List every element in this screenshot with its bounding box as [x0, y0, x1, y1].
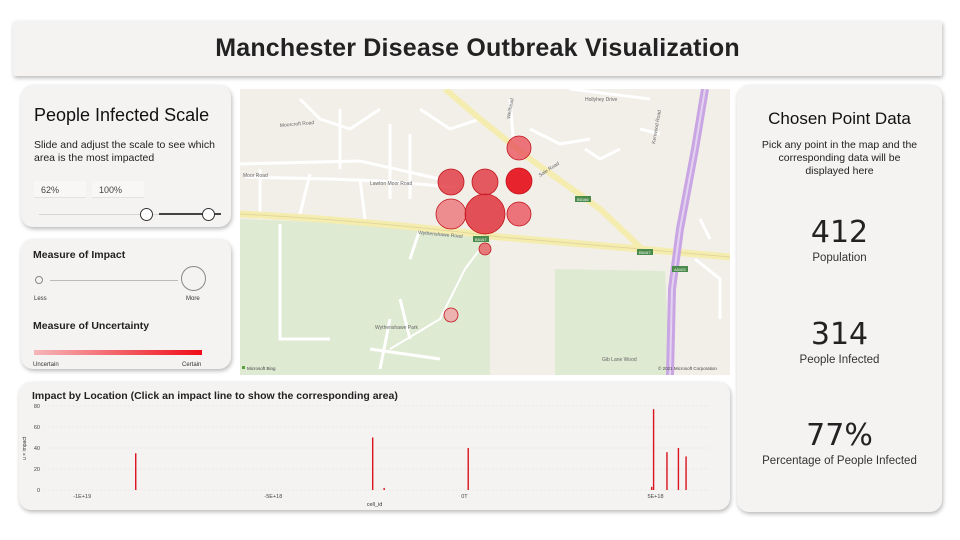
scale-min-input[interactable]: 62%: [34, 181, 86, 198]
impact-line[interactable]: [371, 437, 374, 491]
population-value: 412: [810, 215, 869, 250]
sale-road: [443, 89, 643, 250]
impact-bubble[interactable]: [505, 167, 533, 195]
y-tick-label: 60: [34, 425, 40, 431]
uncertainty-gradient: [34, 350, 202, 355]
x-axis-label: cell_id: [367, 502, 383, 507]
impact-legend-title: Measure of Impact: [33, 249, 126, 261]
slider-track: [39, 214, 159, 215]
impact-size-legend: Less More: [33, 261, 219, 307]
legend-card: Measure of Impact Less More Measure of U…: [21, 239, 231, 369]
road-shield: B5167: [475, 237, 487, 242]
road-label-lawton-moor: Lawton Moor Road: [370, 181, 412, 187]
impact-bubble[interactable]: [506, 201, 532, 227]
slider-active-track: [159, 213, 221, 215]
chosen-point-title: Chosen Point Data: [768, 109, 911, 128]
impact-line[interactable]: [650, 486, 653, 490]
impact-bubble[interactable]: [443, 307, 459, 323]
road-label-hollyhey: Hollyhey Drive: [585, 97, 617, 103]
stat-people-infected: 314 People Infected: [737, 317, 942, 366]
x-tick-label: -1E+19: [73, 494, 91, 500]
population-label: Population: [812, 252, 867, 264]
impact-line[interactable]: [467, 448, 469, 490]
chart-canvas[interactable]: 0 20 40 60 80 -1E+19 -5E+18 0T 5E+18 u × impact…: [19, 400, 717, 507]
impact-line[interactable]: [666, 452, 668, 490]
impact-bubble[interactable]: [471, 168, 499, 196]
uncertainty-low-label: Uncertain: [33, 362, 59, 368]
y-tick-label: 40: [34, 446, 40, 452]
scale-title: People Infected Scale: [34, 105, 210, 125]
impact-line[interactable]: [135, 453, 137, 490]
small-circle-icon: [35, 276, 43, 284]
y-tick-label: 0: [37, 488, 40, 494]
scale-range-slider[interactable]: [34, 206, 221, 222]
impact-bubble[interactable]: [478, 242, 492, 256]
impact-by-location-chart: Impact by Location (Click an impact line…: [19, 382, 730, 510]
road-label-wellhead: Wellhead: [506, 98, 516, 120]
road-shield: B5166: [577, 197, 589, 202]
slider-max-handle[interactable]: [202, 208, 215, 221]
x-tick-label: -5E+18: [264, 494, 282, 500]
wood-label: Gib Lane Wood: [602, 357, 637, 363]
park-label: Wythenshawe Park: [375, 325, 419, 331]
copyright-attribution: © 2021 Microsoft Corporation: [658, 365, 717, 371]
impact-bubble[interactable]: [506, 135, 532, 161]
road-label-moorcroft: Moorcroft Road: [280, 120, 315, 129]
scale-description: Slide and adjust the scale to see which …: [34, 139, 215, 164]
y-tick-label: 80: [34, 404, 40, 410]
bing-attribution: Microsoft Bing: [247, 366, 276, 371]
y-tick-label: 20: [34, 467, 40, 473]
stat-percentage-infected: 77% Percentage of People Infected: [737, 418, 942, 467]
uncertainty-legend-title: Measure of Uncertainty: [33, 320, 150, 332]
x-tick-label: 0T: [461, 494, 468, 500]
percentage-infected-value: 77%: [806, 418, 873, 453]
map-visual[interactable]: Moorcroft Road Lawton Moor Road Wythensh…: [240, 89, 730, 375]
impact-bubble[interactable]: [437, 168, 465, 196]
impact-bubble[interactable]: [435, 198, 467, 230]
people-infected-scale-card: People Infected Scale Slide and adjust t…: [21, 85, 231, 227]
page-title: Manchester Disease Outbreak Visualizatio…: [215, 34, 740, 62]
road-label-wythenshawe: Wythenshawe Road: [418, 230, 463, 240]
title-bar: Manchester Disease Outbreak Visualizatio…: [13, 21, 942, 76]
uncertainty-high-label: Certain: [182, 362, 202, 368]
impact-low-label: Less: [34, 296, 47, 302]
stat-population: 412 Population: [737, 215, 942, 264]
impact-line[interactable]: [685, 456, 687, 490]
legend-line: [50, 280, 178, 281]
chosen-point-card: Chosen Point Data Pick any point in the …: [737, 85, 942, 512]
large-circle-icon: [181, 266, 206, 291]
road-label-moor: Moor Road: [243, 173, 268, 179]
impact-line[interactable]: [677, 448, 680, 490]
park-area: [240, 219, 490, 375]
impact-bubble[interactable]: [464, 193, 506, 235]
x-tick-label: 5E+18: [647, 494, 663, 500]
y-axis-label: u × impact: [22, 436, 28, 460]
road-shield: B5167: [639, 250, 651, 255]
chosen-point-description: Pick any point in the map and the corres…: [761, 139, 918, 177]
slider-min-handle[interactable]: [140, 208, 153, 221]
road-label-kenwood: Kenwood Road: [651, 109, 663, 144]
wood-area: [555, 269, 670, 375]
percentage-infected-label: Percentage of People Infected: [762, 455, 917, 467]
impact-high-label: More: [186, 296, 200, 302]
road-shield: A5103: [674, 267, 686, 272]
scale-max-input[interactable]: 100%: [92, 181, 144, 198]
people-infected-label: People Infected: [799, 354, 880, 366]
chart-title: Impact by Location (Click an impact line…: [32, 390, 398, 402]
people-infected-value: 314: [810, 317, 869, 352]
map-canvas[interactable]: Moorcroft Road Lawton Moor Road Wythensh…: [240, 89, 730, 375]
impact-line[interactable]: [383, 487, 385, 490]
impact-line[interactable]: [652, 409, 655, 490]
